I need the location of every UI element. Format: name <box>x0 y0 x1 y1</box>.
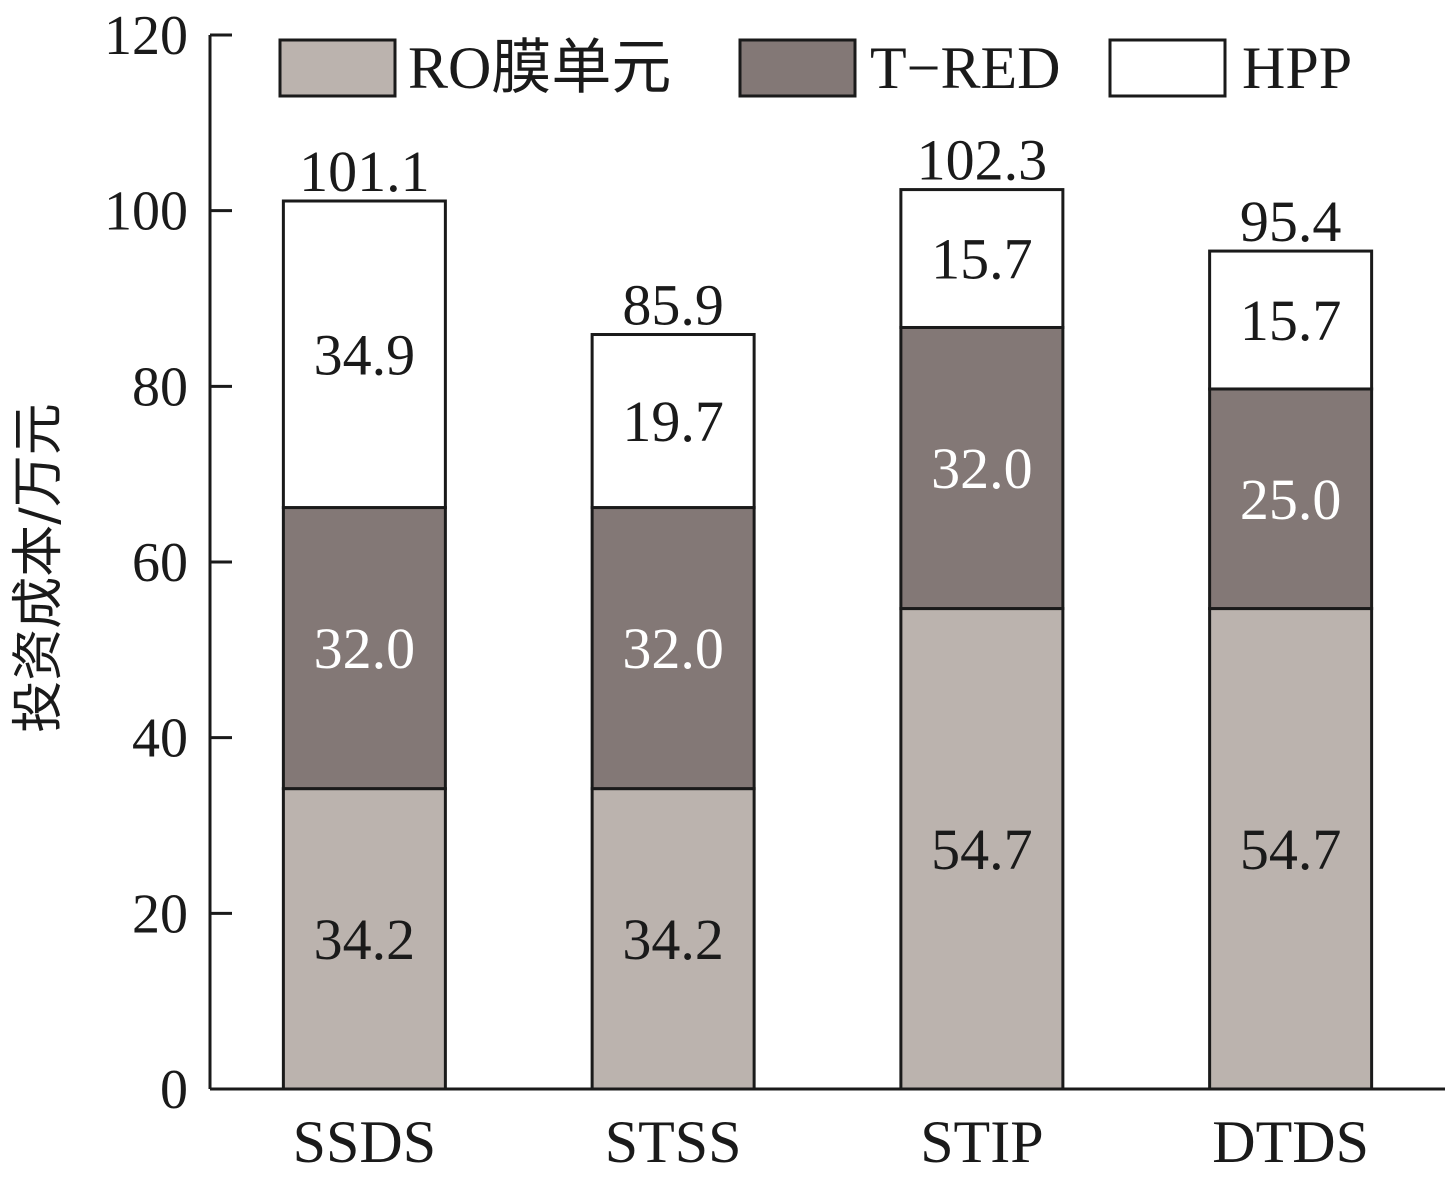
y-tick-label: 80 <box>132 356 188 418</box>
bar-group-stip: 54.7 32.0 15.7 102.3 <box>899 128 1065 1091</box>
data-label: 34.2 <box>622 907 724 972</box>
total-label: 101.1 <box>299 139 430 204</box>
bar-segment <box>899 325 1065 611</box>
legend: RO膜单元 T−RED HPP <box>278 35 1352 101</box>
bar-segment <box>1208 607 1374 1091</box>
y-tick-label: 120 <box>104 5 188 67</box>
x-axis: SSDS STSS STIP DTDS <box>210 1087 1445 1175</box>
x-tick-label: STIP <box>920 1109 1043 1175</box>
legend-label: T−RED <box>870 35 1061 101</box>
legend-swatch <box>1108 38 1227 98</box>
data-label: 32.0 <box>931 436 1033 501</box>
bar-segment <box>899 188 1065 329</box>
x-tick-label: DTDS <box>1212 1109 1369 1175</box>
bar-segment <box>281 506 447 791</box>
data-label: 34.2 <box>314 907 416 972</box>
y-tick-label: 60 <box>132 532 188 594</box>
x-tick-label: SSDS <box>293 1109 436 1175</box>
legend-item: HPP <box>1108 35 1352 101</box>
y-tick-label: 20 <box>132 883 188 945</box>
y-axis-label: 投资成本/万元 <box>9 403 69 733</box>
data-label: 54.7 <box>931 817 1033 882</box>
data-label: 32.0 <box>314 616 416 681</box>
bar-segment <box>590 506 756 791</box>
x-tick-label: STSS <box>605 1109 742 1175</box>
data-label: 19.7 <box>622 389 724 454</box>
y-tick-label: 40 <box>132 708 188 770</box>
data-label: 32.0 <box>622 616 724 681</box>
data-label: 15.7 <box>931 227 1033 292</box>
total-label: 85.9 <box>622 273 724 338</box>
bar-segment <box>590 787 756 1091</box>
data-label: 54.7 <box>1240 817 1342 882</box>
y-axis: 0 20 40 60 80 100 120 <box>104 5 232 1121</box>
total-label: 95.4 <box>1240 189 1342 254</box>
bar-segment <box>590 333 756 510</box>
legend-item: RO膜单元 <box>278 35 671 101</box>
bar-group-dtds: 54.7 25.0 15.7 95.4 <box>1208 189 1374 1091</box>
bar-segment <box>281 199 447 510</box>
data-label: 34.9 <box>314 322 416 387</box>
data-label: 15.7 <box>1240 288 1342 353</box>
bar-segment <box>1208 249 1374 391</box>
legend-swatch <box>738 38 857 98</box>
legend-label: RO膜单元 <box>408 35 671 101</box>
data-label: 25.0 <box>1240 467 1342 532</box>
bar-segment <box>281 787 447 1091</box>
legend-swatch <box>278 38 397 98</box>
legend-item: T−RED <box>738 35 1061 101</box>
y-tick-label: 0 <box>160 1059 188 1121</box>
bars: 34.2 32.0 34.9 101.1 34.2 32.0 19.7 85.9 54.7 32.… <box>281 128 1374 1091</box>
total-label: 102.3 <box>917 128 1048 193</box>
bar-group-ssds: 34.2 32.0 34.9 101.1 <box>281 139 447 1091</box>
bar-group-stss: 34.2 32.0 19.7 85.9 <box>590 273 756 1091</box>
y-tick-label: 100 <box>104 181 188 243</box>
legend-label: HPP <box>1242 35 1352 101</box>
